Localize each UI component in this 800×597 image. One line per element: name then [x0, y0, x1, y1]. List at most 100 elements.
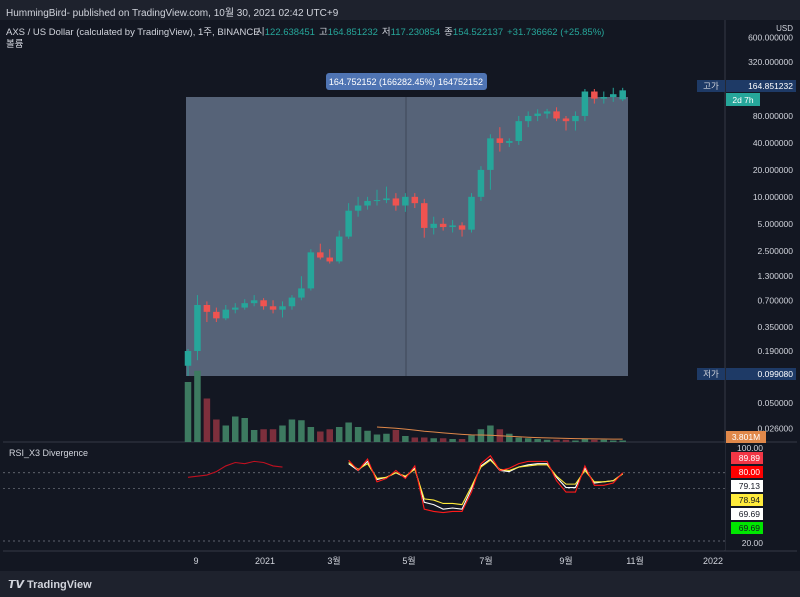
candle-body	[487, 138, 494, 170]
price-tick-label: 0.050000	[758, 398, 794, 408]
candle	[562, 115, 570, 131]
volume-bar	[581, 439, 589, 442]
legend-low: 117.230854	[391, 27, 441, 38]
candle-body	[449, 225, 456, 228]
candle-body	[392, 198, 400, 206]
candle-body	[288, 297, 296, 307]
legend-symbol: AXS / US Dollar (calculated by TradingVi…	[6, 27, 260, 38]
candle	[279, 301, 286, 318]
time-axis-label: 2022	[703, 556, 723, 566]
candles-layer	[184, 87, 626, 376]
volume-bar	[288, 419, 296, 442]
volume-bar	[468, 435, 475, 442]
volume-bar	[307, 427, 315, 442]
volume-bar	[477, 429, 485, 442]
candle	[184, 349, 192, 376]
candle	[449, 220, 456, 233]
candle	[619, 87, 626, 102]
candle-body	[439, 223, 447, 228]
volume-bar	[572, 440, 579, 442]
volume-bar	[562, 439, 570, 442]
volume-bar	[364, 430, 371, 442]
volume-bar	[232, 416, 239, 442]
rsi-tag-box	[731, 452, 763, 464]
volume-bar	[222, 425, 230, 442]
rsi-tag-value: 89.89	[739, 453, 761, 463]
volume-bar	[326, 429, 333, 442]
high-tag-label-box	[697, 80, 725, 92]
legend-change: +31.736662 (+25.85%)	[507, 27, 604, 38]
rsi-tag-value: 80.00	[739, 467, 761, 477]
price-tick-label: 1.300000	[758, 271, 794, 281]
legend-ohlc: 시122.638451 고164.851232 저117.230854 종154.52…	[256, 27, 604, 38]
candle	[203, 301, 211, 323]
candle-body	[458, 225, 466, 230]
candle	[250, 295, 258, 307]
candle-body	[421, 203, 428, 228]
candle-body	[184, 351, 192, 366]
candle	[543, 108, 551, 119]
candle-body	[335, 236, 343, 262]
legend-close-label: 종	[444, 27, 453, 38]
candle-body	[572, 115, 579, 122]
chart-panel[interactable]: AXS / US Dollar (calculated by TradingVi…	[3, 20, 797, 571]
time-axis-label: 7월	[479, 555, 492, 566]
candle	[439, 218, 447, 231]
legend-open-label: 시	[256, 27, 265, 38]
volume-bar	[298, 420, 305, 442]
chart-svg[interactable]: AXS / US Dollar (calculated by TradingVi…	[3, 20, 797, 571]
rsi-pane[interactable]	[3, 443, 725, 550]
volume-bar	[279, 425, 286, 442]
candle-body	[317, 252, 324, 258]
candle-body	[241, 303, 248, 308]
candle	[591, 89, 598, 104]
volume-bar	[383, 433, 390, 442]
time-axis-label: 9월	[559, 555, 572, 566]
candle-body	[562, 118, 570, 122]
legend-close: 154.522137	[453, 27, 503, 38]
tradingview-logo[interactable]: 𝙏𝙑 TradingView	[8, 578, 92, 591]
volume-bar	[619, 440, 626, 442]
price-axis-area[interactable]	[725, 20, 797, 571]
rsi-tag-value: 69.69	[739, 523, 761, 533]
volume-bar	[515, 437, 522, 442]
candle	[317, 243, 324, 260]
low-tag-value: 0.099080	[758, 369, 794, 379]
legend-volume-label: 볼륨	[6, 39, 24, 50]
candle-body	[203, 304, 211, 312]
volume-bar	[203, 398, 211, 442]
legend-high: 164.851232	[328, 27, 378, 38]
legend-low-label: 저	[382, 27, 391, 38]
volume-bar	[402, 436, 409, 442]
candle	[581, 89, 589, 122]
rsi-tag-value: 78.94	[739, 495, 761, 505]
rsi-line-rsi_darkred	[187, 460, 283, 478]
candle-body	[345, 210, 352, 237]
candle-body	[524, 115, 532, 122]
candle	[553, 107, 560, 122]
candle	[326, 249, 333, 264]
price-tick-label: 40.000000	[753, 138, 793, 148]
candle-body	[307, 252, 315, 289]
candle-body	[402, 196, 409, 206]
candle-body	[250, 300, 258, 304]
candle-body	[232, 307, 239, 310]
candle	[402, 193, 409, 212]
candle-body	[610, 94, 617, 98]
time-axis-label: 3월	[327, 555, 340, 566]
candle-body	[269, 306, 277, 310]
time-axis-label: 2021	[255, 556, 275, 566]
volume-tag: 3.801M	[732, 432, 760, 442]
volume-bar	[392, 430, 400, 442]
measure-box[interactable]	[186, 97, 628, 376]
volume-bar	[543, 439, 551, 442]
volume-bar	[553, 439, 560, 442]
price-tick-label: 2.500000	[758, 246, 794, 256]
candle	[572, 111, 579, 131]
candle	[458, 222, 466, 237]
candle	[506, 138, 513, 148]
candle	[534, 109, 541, 122]
candle	[232, 303, 239, 314]
candle	[411, 193, 419, 209]
candle-body	[411, 196, 419, 204]
